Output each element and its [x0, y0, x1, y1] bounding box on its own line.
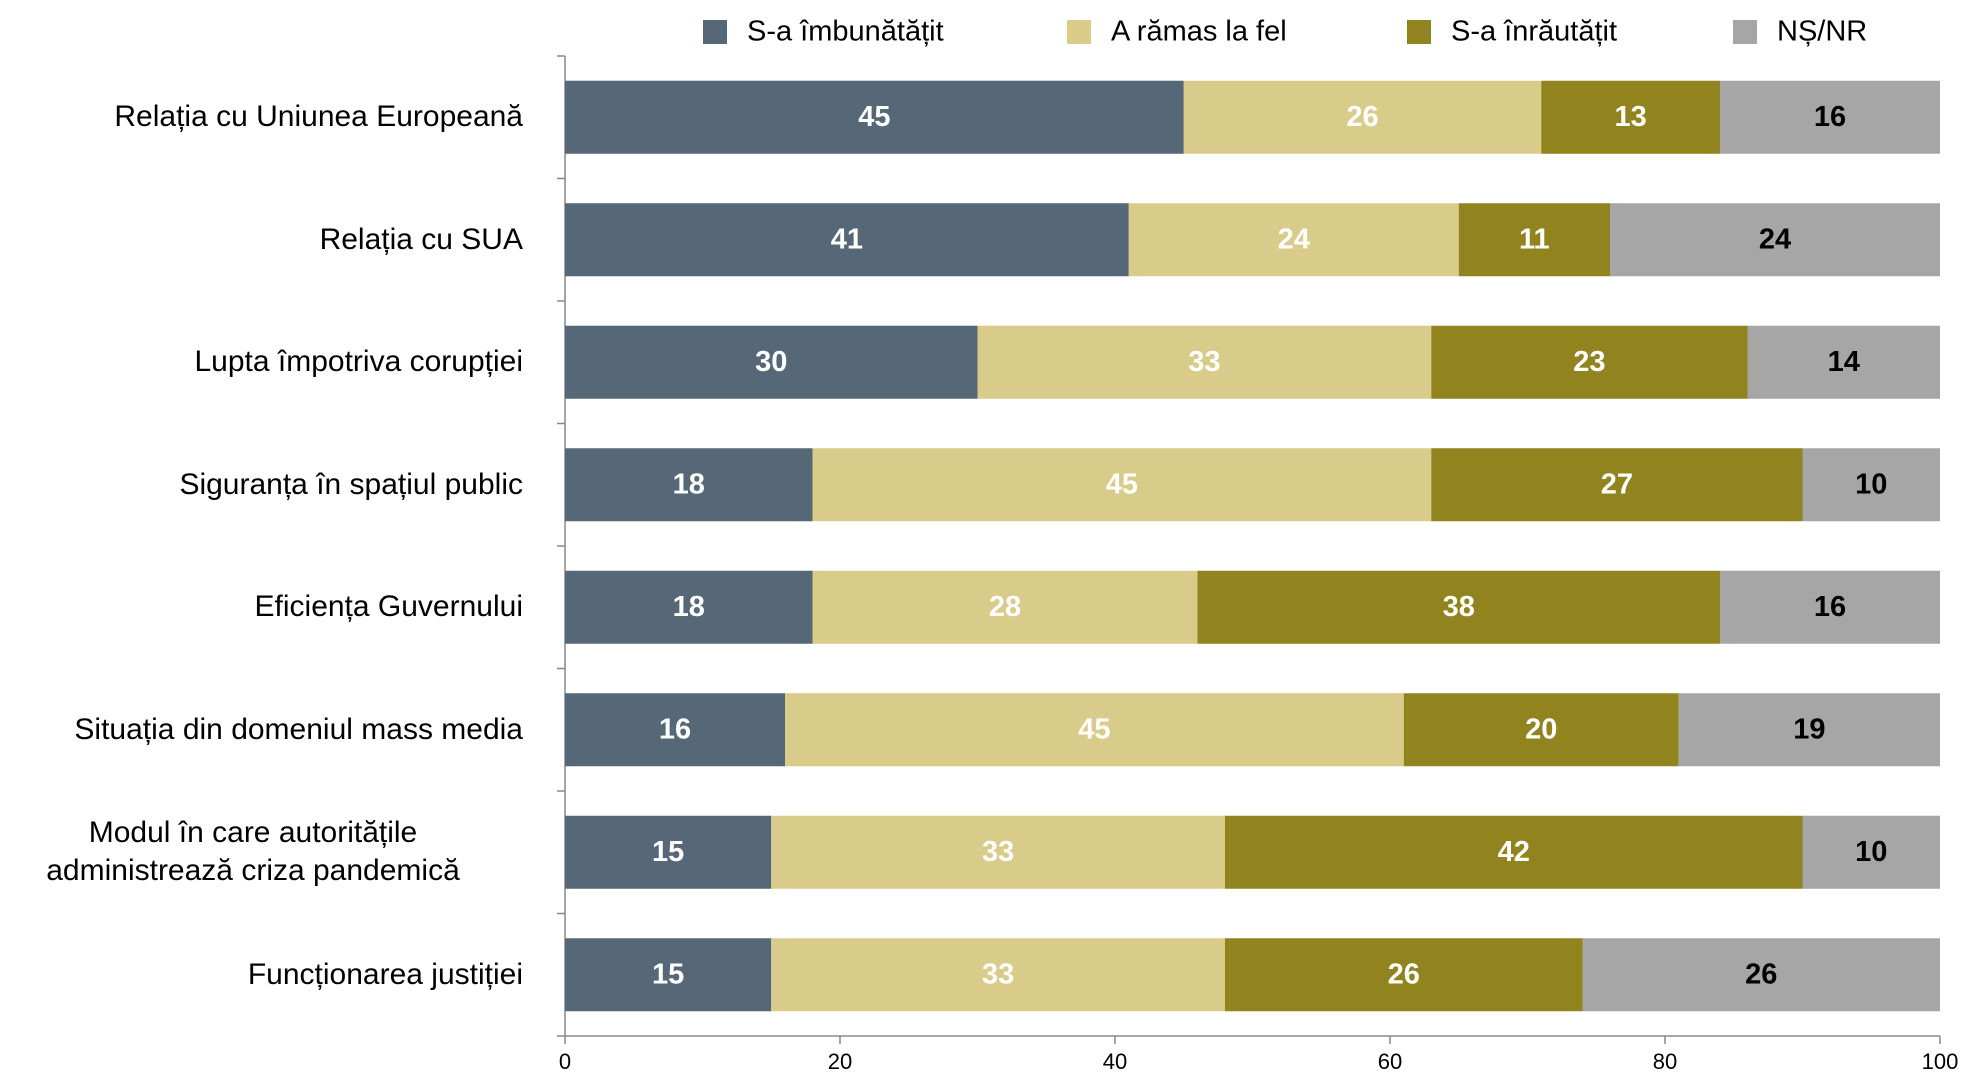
data-label: 19 — [1793, 713, 1825, 745]
data-label: 26 — [1346, 101, 1378, 133]
bar-segment — [771, 938, 1225, 1012]
legend-label: S-a înrăutățit — [1451, 16, 1617, 48]
data-label: 45 — [1106, 468, 1138, 500]
data-label: 11 — [1519, 223, 1550, 255]
data-label: 10 — [1855, 468, 1887, 500]
bar-segment — [565, 693, 785, 767]
data-label: 24 — [1759, 223, 1791, 255]
legend-swatch — [703, 20, 727, 44]
legend-swatch — [1733, 20, 1757, 44]
bar-segment — [565, 570, 813, 644]
x-tick-label: 40 — [1103, 1049, 1127, 1073]
bar-segment — [1431, 325, 1748, 399]
legend-label: NȘ/NR — [1777, 16, 1867, 48]
data-label: 10 — [1855, 836, 1887, 868]
bar-segment — [565, 815, 772, 889]
bar-segment — [1403, 693, 1679, 767]
category-label: Eficiența Guvernului — [254, 590, 523, 624]
data-label: 33 — [982, 958, 1014, 990]
data-label: 33 — [982, 836, 1014, 868]
bar-segment — [1610, 203, 1940, 277]
data-label: 38 — [1443, 591, 1475, 623]
x-tick-label: 20 — [828, 1049, 852, 1073]
data-label: 24 — [1278, 223, 1310, 255]
bar-segment — [1802, 815, 1940, 889]
data-label: 28 — [989, 591, 1021, 623]
data-label: 23 — [1573, 346, 1605, 378]
bar-segment — [1802, 448, 1940, 522]
data-label: 26 — [1745, 958, 1777, 990]
legend-swatch — [1407, 20, 1431, 44]
legend-label: S-a îmbunătățit — [747, 16, 944, 48]
data-label: 45 — [858, 101, 890, 133]
bar-segment — [1747, 325, 1940, 399]
category-label: Funcționarea justiției — [247, 957, 523, 991]
data-label: 45 — [1078, 713, 1110, 745]
data-label: 16 — [659, 713, 691, 745]
data-label: 27 — [1601, 468, 1633, 500]
category-label: Relația cu Uniunea Europeană — [114, 100, 523, 134]
bar-segment — [565, 203, 1129, 277]
data-label: 13 — [1614, 101, 1646, 133]
bar-segment — [1128, 203, 1459, 277]
category-label: Siguranța în spațiul public — [179, 467, 523, 501]
bar-segment — [1720, 80, 1940, 154]
bar-segment — [1720, 570, 1940, 644]
bar-segment — [1678, 693, 1940, 767]
bar-segment — [1458, 203, 1610, 277]
category-label: Modul în care autoritățile administrează… — [46, 816, 460, 888]
bar-segment — [771, 815, 1225, 889]
category-label: Relația cu SUA — [319, 222, 523, 256]
x-tick-label: 60 — [1378, 1049, 1402, 1073]
category-label: Situația din domeniul mass media — [74, 712, 523, 746]
data-label: 18 — [673, 468, 705, 500]
data-label: 42 — [1498, 836, 1530, 868]
data-label: 18 — [673, 591, 705, 623]
bar-segment — [1197, 570, 1720, 644]
bar-segment — [1541, 80, 1720, 154]
data-label: 14 — [1828, 346, 1860, 378]
bar-segment — [1225, 938, 1583, 1012]
data-label: 33 — [1188, 346, 1220, 378]
x-tick-label: 80 — [1653, 1049, 1677, 1073]
legend-label: A rămas la fel — [1111, 16, 1287, 48]
data-label: 30 — [755, 346, 787, 378]
data-label: 15 — [652, 836, 684, 868]
data-label: 41 — [831, 223, 863, 255]
bar-segment — [1582, 938, 1940, 1012]
x-tick-label: 0 — [559, 1049, 571, 1073]
bar-segment — [565, 448, 813, 522]
x-tick-label: 100 — [1922, 1049, 1959, 1073]
data-label: 15 — [652, 958, 684, 990]
bar-segment — [565, 938, 772, 1012]
bar-segment — [1431, 448, 1803, 522]
bar-segment — [785, 693, 1404, 767]
data-label: 26 — [1388, 958, 1420, 990]
bar-segment — [1225, 815, 1803, 889]
bar-segment — [812, 570, 1198, 644]
bar-segment — [565, 325, 978, 399]
bar-segment — [565, 80, 1184, 154]
bar-segment — [812, 448, 1432, 522]
bar-segment — [1183, 80, 1542, 154]
legend-swatch — [1067, 20, 1091, 44]
bar-segment — [977, 325, 1432, 399]
category-label: Lupta împotriva corupției — [194, 345, 523, 379]
data-label: 16 — [1814, 591, 1846, 623]
data-label: 16 — [1814, 101, 1846, 133]
data-label: 20 — [1525, 713, 1557, 745]
